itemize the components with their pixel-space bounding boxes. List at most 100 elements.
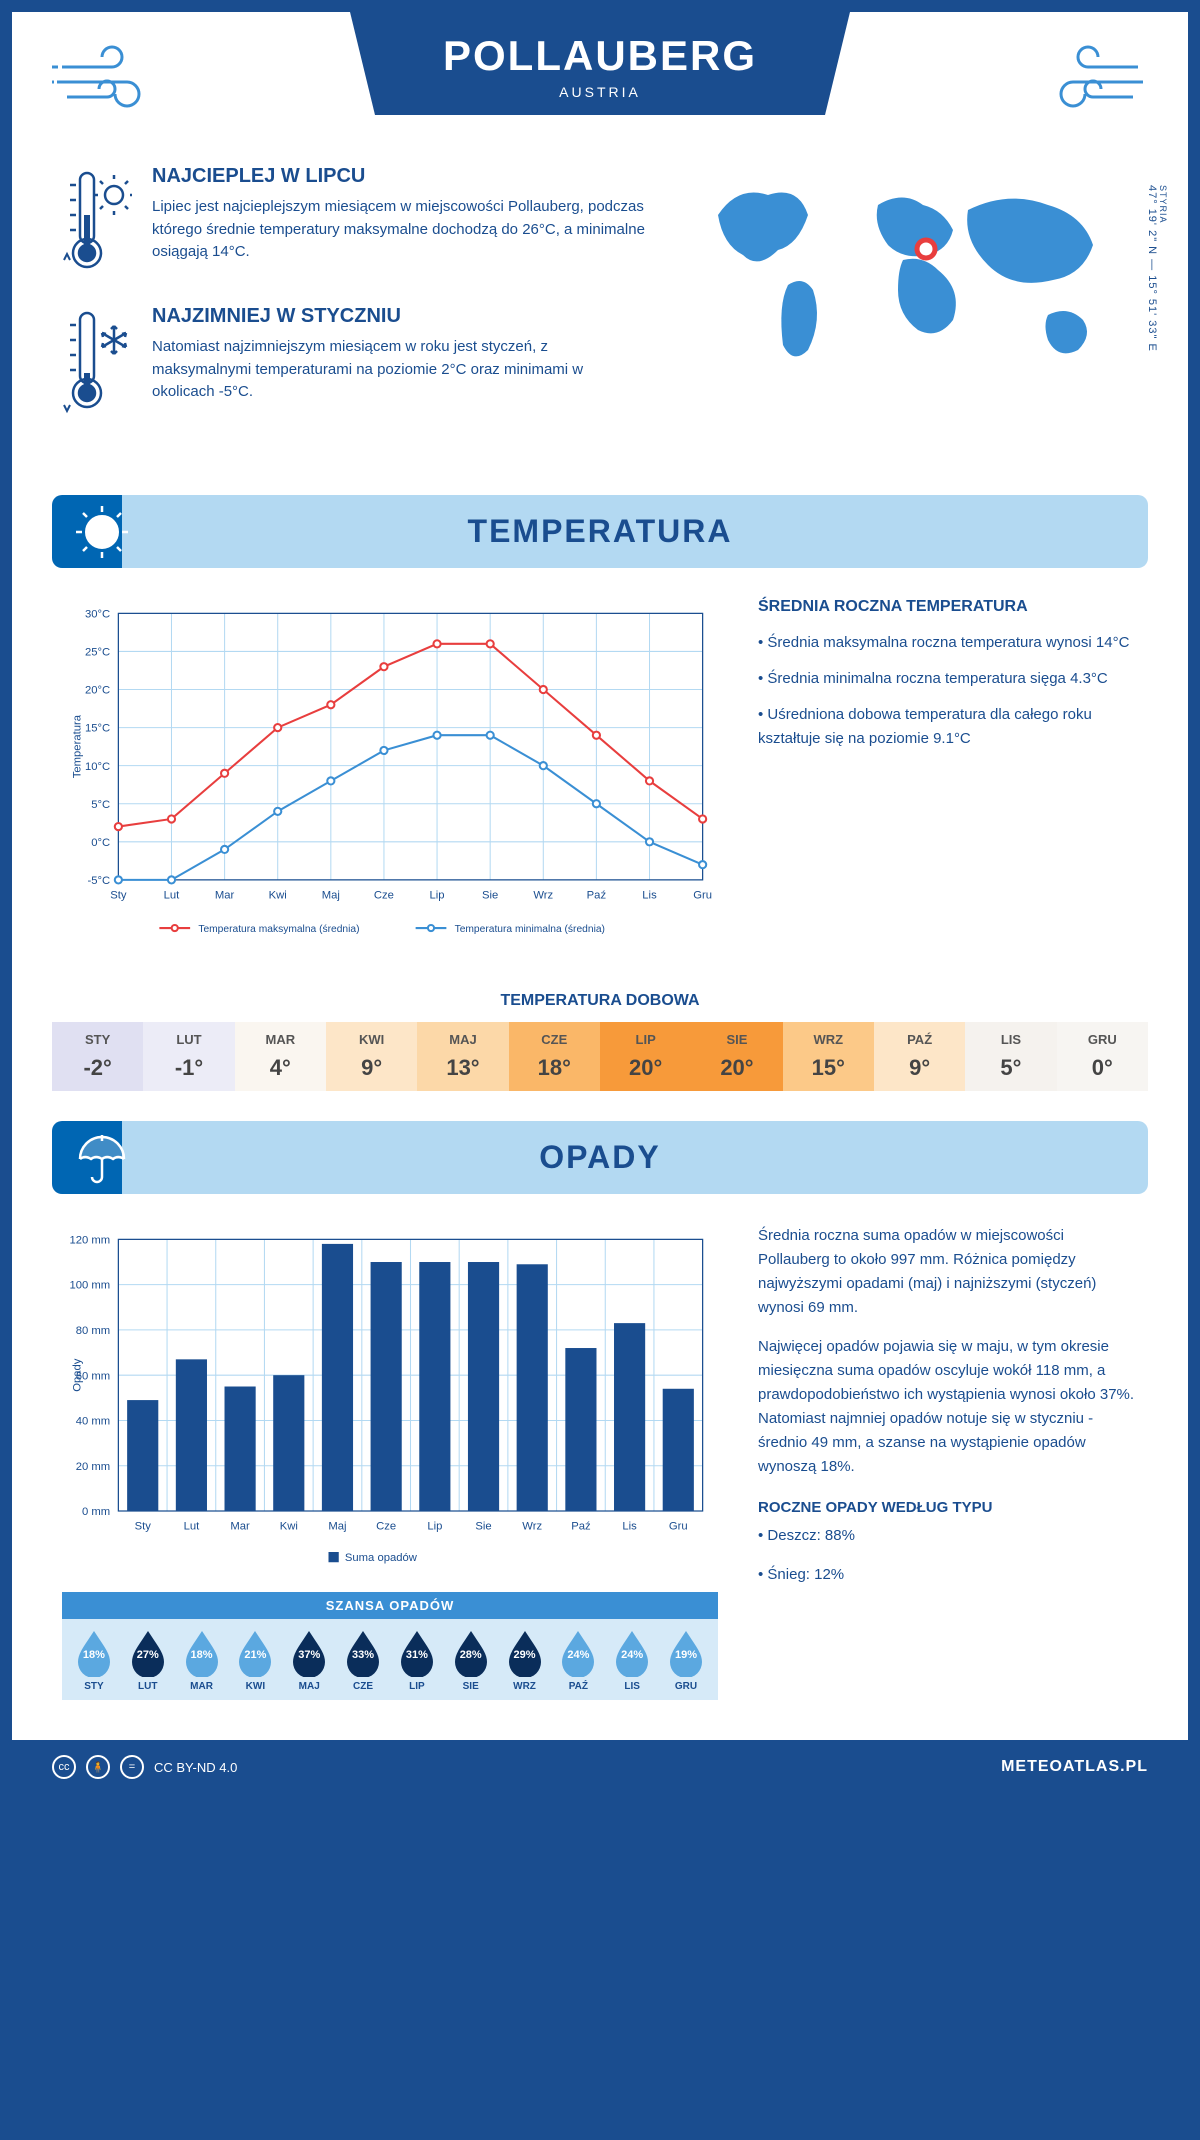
svg-text:Suma opadów: Suma opadów: [345, 1552, 418, 1564]
svg-text:Temperatura: Temperatura: [71, 714, 83, 778]
svg-text:Mar: Mar: [230, 1520, 250, 1532]
svg-text:Lip: Lip: [427, 1520, 442, 1532]
precipitation-bar-chart: 0 mm20 mm40 mm60 mm80 mm100 mm120 mmStyL…: [62, 1224, 718, 1573]
svg-text:Wrz: Wrz: [522, 1520, 542, 1532]
svg-text:100 mm: 100 mm: [69, 1279, 110, 1291]
warmest-text: Lipiec jest najcieplejszym miesiącem w m…: [152, 196, 648, 264]
coldest-text: Natomiast najzimniejszym miesiącem w rok…: [152, 336, 648, 404]
daily-cell: PAŹ9°: [874, 1022, 965, 1091]
svg-text:0 mm: 0 mm: [82, 1506, 110, 1518]
chance-cell: 33%CZE: [336, 1629, 390, 1692]
precipitation-title: OPADY: [72, 1139, 1128, 1176]
chance-title: SZANSA OPADÓW: [62, 1592, 718, 1619]
precipitation-text: Średnia roczna suma opadów w miejscowośc…: [758, 1224, 1138, 1701]
svg-text:-5°C: -5°C: [88, 875, 111, 887]
svg-text:Kwi: Kwi: [269, 889, 287, 901]
svg-text:Sie: Sie: [482, 889, 498, 901]
svg-text:10°C: 10°C: [85, 761, 110, 773]
footer: cc 🧍 = CC BY-ND 4.0 METEOATLAS.PL: [12, 1740, 1188, 1794]
thermometer-cold-icon: [62, 305, 132, 420]
daily-cell: LIS5°: [965, 1022, 1056, 1091]
svg-text:Lut: Lut: [164, 889, 181, 901]
svg-text:Temperatura minimalna (średnia: Temperatura minimalna (średnia): [455, 924, 605, 935]
svg-text:Kwi: Kwi: [280, 1520, 298, 1532]
header: POLLAUBERG AUSTRIA: [12, 12, 1188, 145]
chance-cell: 21%KWI: [228, 1629, 282, 1692]
svg-text:40 mm: 40 mm: [76, 1415, 110, 1427]
coldest-block: NAJZIMNIEJ W STYCZNIU Natomiast najzimni…: [62, 305, 648, 420]
svg-text:15°C: 15°C: [85, 723, 110, 735]
svg-text:Paź: Paź: [571, 1520, 591, 1532]
warmest-title: NAJCIEPLEJ W LIPCU: [152, 165, 648, 188]
daily-cell: STY-2°: [52, 1022, 143, 1091]
daily-cell: LUT-1°: [143, 1022, 234, 1091]
svg-text:30°C: 30°C: [85, 608, 110, 620]
daily-cell: LIP20°: [600, 1022, 691, 1091]
chance-cell: 18%STY: [67, 1629, 121, 1692]
svg-text:Opady: Opady: [71, 1358, 83, 1392]
daily-cell: GRU0°: [1057, 1022, 1148, 1091]
site-name: METEOATLAS.PL: [1001, 1758, 1148, 1776]
daily-cell: MAJ13°: [417, 1022, 508, 1091]
temperature-annual-text: ŚREDNIA ROCZNA TEMPERATURA • Średnia mak…: [758, 598, 1138, 952]
svg-text:Mar: Mar: [215, 889, 235, 901]
temperature-section-header: TEMPERATURA: [52, 495, 1148, 568]
temperature-title: TEMPERATURA: [72, 513, 1128, 550]
svg-text:Lis: Lis: [642, 889, 657, 901]
svg-text:25°C: 25°C: [85, 647, 110, 659]
svg-text:Sty: Sty: [135, 1520, 152, 1532]
by-icon: 🧍: [86, 1755, 110, 1779]
svg-text:Sie: Sie: [475, 1520, 491, 1532]
daily-cell: MAR4°: [235, 1022, 326, 1091]
svg-text:80 mm: 80 mm: [76, 1325, 110, 1337]
title-ribbon: POLLAUBERG AUSTRIA: [350, 12, 850, 115]
svg-text:20°C: 20°C: [85, 685, 110, 697]
warmest-block: NAJCIEPLEJ W LIPCU Lipiec jest najcieple…: [62, 165, 648, 280]
intro-section: NAJCIEPLEJ W LIPCU Lipiec jest najcieple…: [12, 145, 1188, 475]
svg-text:Gru: Gru: [669, 1520, 688, 1532]
location-country: AUSTRIA: [430, 84, 770, 100]
svg-text:Gru: Gru: [693, 889, 712, 901]
chance-cell: 37%MAJ: [282, 1629, 336, 1692]
svg-text:Paź: Paź: [587, 889, 607, 901]
chance-cell: 29%WRZ: [498, 1629, 552, 1692]
precipitation-section-header: OPADY: [52, 1121, 1148, 1194]
sun-icon: [72, 502, 132, 562]
chance-cell: 18%MAR: [175, 1629, 229, 1692]
coldest-title: NAJZIMNIEJ W STYCZNIU: [152, 305, 648, 328]
svg-text:Lis: Lis: [622, 1520, 637, 1532]
chance-cell: 31%LIP: [390, 1629, 444, 1692]
svg-text:20 mm: 20 mm: [76, 1460, 110, 1472]
license-text: CC BY-ND 4.0: [154, 1760, 237, 1775]
wind-icon-right: [1028, 42, 1148, 122]
daily-cell: CZE18°: [509, 1022, 600, 1091]
location-title: POLLAUBERG: [430, 32, 770, 80]
svg-text:5°C: 5°C: [91, 799, 110, 811]
daily-cell: SIE20°: [691, 1022, 782, 1091]
location-marker: [917, 240, 935, 258]
daily-cell: KWI9°: [326, 1022, 417, 1091]
world-map: [688, 165, 1138, 385]
svg-text:Wrz: Wrz: [533, 889, 553, 901]
chance-cell: 24%PAŹ: [551, 1629, 605, 1692]
svg-text:0°C: 0°C: [91, 837, 110, 849]
wind-icon-left: [52, 42, 172, 122]
coordinates: STYRIA 47° 19' 2" N — 15° 51' 33" E: [1146, 185, 1168, 352]
chance-cell: 19%GRU: [659, 1629, 713, 1692]
umbrella-icon: [72, 1127, 132, 1187]
temperature-line-chart: -5°C 0°C 5°C 10°C 15°C 20°C 25°C 30°C Sty Lut Mar K…: [62, 598, 718, 947]
thermometer-hot-icon: [62, 165, 132, 280]
svg-text:Maj: Maj: [322, 889, 340, 901]
nd-icon: =: [120, 1755, 144, 1779]
chance-cell: 28%SIE: [444, 1629, 498, 1692]
svg-text:120 mm: 120 mm: [69, 1234, 110, 1246]
chance-cell: 27%LUT: [121, 1629, 175, 1692]
svg-text:Lut: Lut: [184, 1520, 201, 1532]
svg-text:Cze: Cze: [374, 889, 394, 901]
daily-temp-title: TEMPERATURA DOBOWA: [12, 992, 1188, 1010]
chance-cell: 24%LIS: [605, 1629, 659, 1692]
world-map-block: STYRIA 47° 19' 2" N — 15° 51' 33" E: [688, 165, 1138, 445]
precipitation-chance-box: SZANSA OPADÓW 18%STY27%LUT18%MAR21%KWI37…: [62, 1592, 718, 1700]
svg-text:Sty: Sty: [110, 889, 127, 901]
daily-temp-table: STY-2°LUT-1°MAR4°KWI9°MAJ13°CZE18°LIP20°…: [52, 1022, 1148, 1091]
